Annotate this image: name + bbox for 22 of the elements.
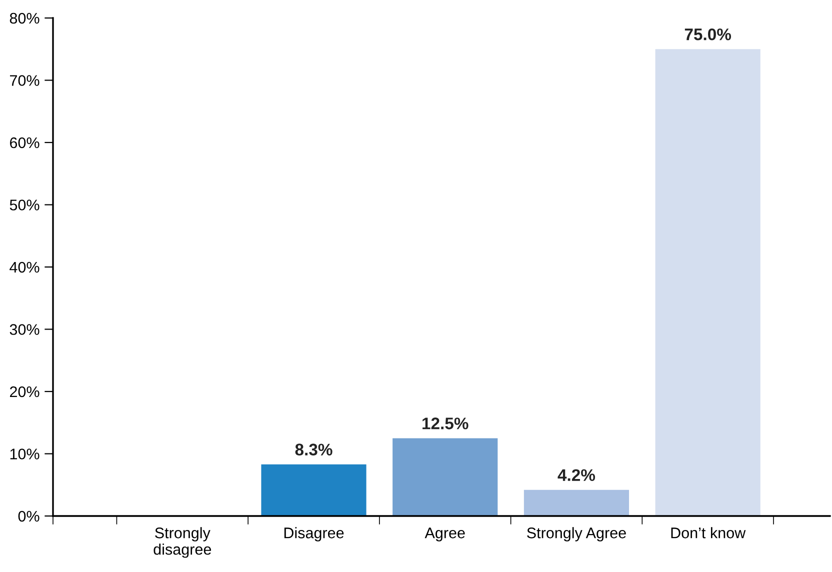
x-tick-label: Agree	[424, 528, 465, 542]
bar	[392, 438, 498, 516]
y-tick-label: 40%	[10, 262, 40, 273]
bar	[524, 490, 630, 516]
y-tick-label: 30%	[10, 324, 40, 335]
y-tick-label: 10%	[10, 448, 40, 460]
x-tick-label: Don’t know	[671, 527, 746, 538]
y-tick-label: 20%	[10, 386, 40, 398]
y-tick-label: 50%	[10, 200, 40, 210]
data-label: 12.5%	[422, 418, 468, 430]
x-tick-label: Strongly disagree	[154, 527, 212, 558]
data-label: 4.2%	[558, 469, 596, 481]
bar	[655, 49, 760, 516]
y-tick-label: 70%	[10, 75, 40, 86]
x-tick-label: Disagree	[284, 527, 344, 542]
y-tick-label: 0%	[18, 510, 40, 522]
y-tick-label: 60%	[10, 137, 40, 148]
bar	[261, 464, 366, 516]
data-label: 8.3%	[295, 444, 332, 456]
data-label: 75.0%	[684, 28, 732, 40]
y-tick-label: 80%	[10, 12, 40, 24]
x-tick-label: Strongly Agree	[527, 527, 626, 542]
